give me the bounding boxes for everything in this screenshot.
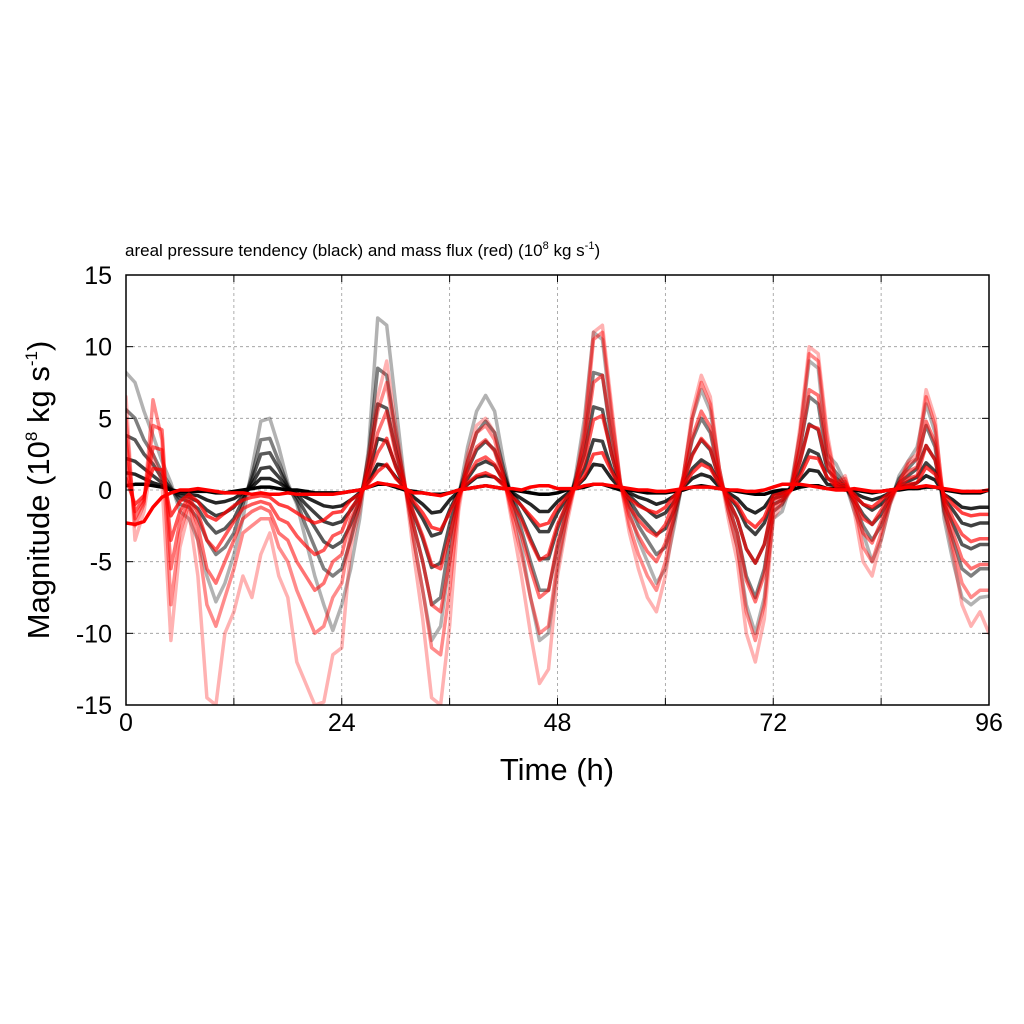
y-tick-label: 15 — [84, 262, 112, 290]
x-tick-label: 72 — [759, 709, 787, 737]
y-tick-label: 10 — [84, 334, 112, 362]
x-tick-label: 24 — [328, 709, 356, 737]
red-series-line-9 — [126, 413, 989, 571]
y-tick-label: -10 — [76, 620, 112, 648]
red-series-line-8 — [126, 373, 989, 614]
series-group — [126, 316, 989, 705]
red-series-line-6 — [126, 323, 989, 705]
red-series-line-11 — [126, 481, 989, 527]
red-series-line-7 — [126, 330, 989, 657]
x-tick-label: 48 — [544, 709, 572, 737]
red-series-line-10 — [126, 450, 989, 532]
x-tick-label: 96 — [975, 709, 1003, 737]
y-tick-label: -15 — [76, 692, 112, 720]
tick-marks — [126, 274, 989, 706]
x-tick-label: 0 — [119, 709, 133, 737]
chart-title: areal pressure tendency (black) and mass… — [125, 240, 600, 260]
y-tick-label: 0 — [98, 477, 112, 505]
x-axis-label: Time (h) — [500, 752, 614, 787]
y-tick-label: 5 — [98, 405, 112, 433]
x-tick-labels: 0 24 48 72 96 — [119, 709, 1003, 737]
y-tick-label: -5 — [90, 549, 112, 577]
y-axis-label: Magnitude (108 kg s-1) — [21, 341, 56, 640]
y-tick-labels: 15 10 5 0 -5 -10 -15 — [76, 262, 112, 720]
